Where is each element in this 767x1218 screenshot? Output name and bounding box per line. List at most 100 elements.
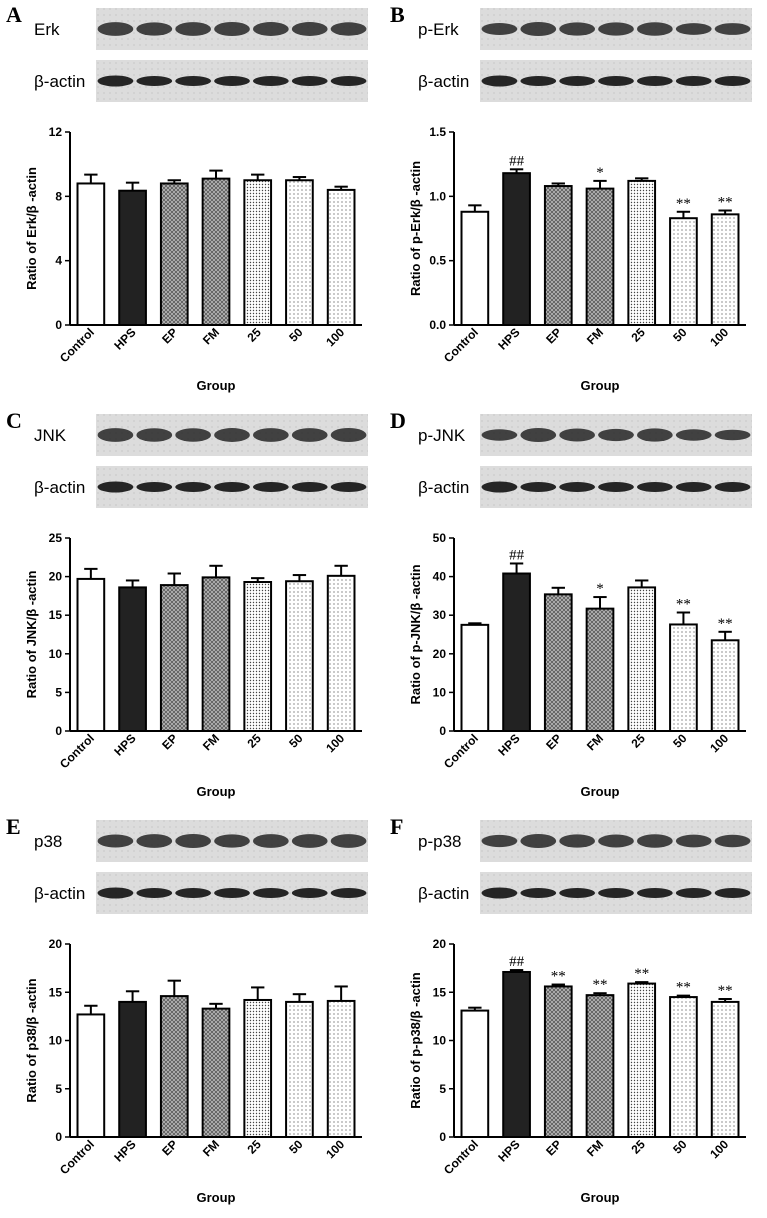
blot-band [481,887,518,899]
bar-ep [159,995,189,1138]
blot-band [598,888,634,898]
bar-25 [243,179,273,326]
blot-band [252,22,289,36]
blot-band [598,834,634,848]
panel-letter: F [390,814,403,839]
chart-svg: A Erk β-actin 0 4 8 12 Ratio of Erk/β -actin Con… [6,2,368,393]
bar-ep [543,185,573,326]
blot-band [675,23,712,35]
blot-band [714,834,751,848]
blot-band [330,428,367,442]
y-tick-label: 0 [55,1130,62,1144]
y-tick-label: 15 [49,608,63,622]
blot-band [714,482,751,492]
bar-100 [710,213,740,326]
blot-band [136,22,173,36]
x-tick-label: EP [543,731,564,752]
bar-50 [285,179,314,326]
y-tick-label: 0.5 [429,254,446,268]
x-axis-label: Group [581,1190,620,1205]
y-tick-label: 30 [433,608,447,622]
blot-band [136,834,173,848]
blot-band [175,888,212,898]
bar-ep [543,593,573,732]
chart-svg: Dp-JNK β-actin 0 10 20 30 40 50 Ratio of p-JNK/β… [390,408,752,799]
blot-band [252,76,289,86]
bar-25 [627,586,657,732]
bar-25 [627,982,657,1138]
blot-label: p-Erk [418,20,459,39]
bar-50 [669,217,698,326]
blot-band [714,76,751,86]
x-tick-label: Control [57,731,97,771]
blot-band [559,22,596,36]
blot-band [520,888,557,898]
x-tick-label: 50 [670,325,690,345]
x-axis-label: Group [581,784,620,799]
bar-100 [326,574,356,732]
x-tick-label: Control [441,1137,481,1177]
significance-mark: ## [509,547,525,563]
x-tick-label: 50 [286,325,306,345]
bar-hps [118,1000,147,1138]
bar-100 [710,639,740,732]
significance-mark: ** [718,194,733,210]
panel-a: A Erk β-actin 0 4 8 12 Ratio of Erk/β -actin Con… [0,0,383,406]
x-tick-label: 100 [707,325,731,349]
blot-band [714,888,751,898]
y-tick-label: 0 [55,724,62,738]
x-tick-label: Control [441,731,481,771]
significance-mark: ## [509,153,525,169]
blot-band [330,22,367,36]
significance-mark: * [596,581,604,597]
blot-band [291,22,328,36]
blot-band [97,887,134,899]
blot-band [598,76,634,86]
significance-mark: * [596,165,604,181]
x-axis-label: Group [197,1190,236,1205]
x-tick-label: HPS [111,325,138,352]
bar-100 [326,999,356,1138]
x-tick-label: 25 [628,1137,648,1157]
bar-hps [502,572,531,732]
x-tick-label: HPS [495,1137,522,1164]
x-tick-label: EP [543,325,564,346]
blot-band [175,482,212,492]
x-tick-label: 50 [670,1137,690,1157]
y-tick-label: 5 [439,1082,446,1096]
y-tick-label: 12 [49,125,63,139]
blot-band [636,834,673,848]
significance-mark: ## [509,954,525,970]
bar-control [460,623,490,733]
blot-band [214,834,250,848]
blot-band [675,429,712,441]
blot-label: p-JNK [418,426,466,445]
blot-band [97,22,134,36]
blot-band [330,482,367,492]
bar-50 [669,623,698,733]
bar-control [76,182,106,326]
blot-label: Erk [34,20,60,39]
y-axis-label: Ratio of Erk/β -actin [24,167,39,290]
x-tick-label: FM [584,731,606,753]
x-tick-label: HPS [111,731,138,758]
blot-band [330,888,367,898]
blot-band [175,428,212,442]
x-tick-label: 25 [244,731,264,751]
x-axis-label: Group [197,784,236,799]
bar-100 [710,1000,740,1138]
significance-mark: ** [634,966,649,982]
blot-band [330,76,367,86]
y-tick-label: 1.5 [429,125,446,139]
bar-fm [585,187,615,326]
x-tick-label: 100 [707,1137,731,1161]
blot-band [97,834,134,848]
blot-band [136,428,173,442]
chart-svg: Bp-Erk β-actin 0.0 0.5 1.0 1.5 Ratio of p-Erk/… [390,2,752,393]
x-tick-label: EP [159,1137,180,1158]
panel-letter: A [6,2,22,27]
blot-label: p38 [34,832,62,851]
panel-letter: E [6,814,21,839]
